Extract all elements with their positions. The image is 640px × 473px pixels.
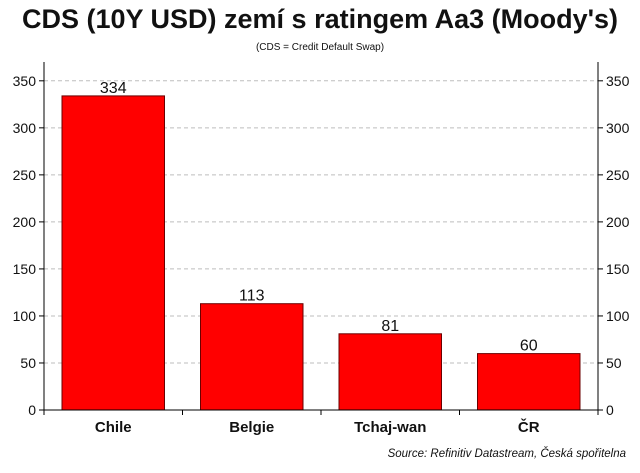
y-tick-label: 250 [13,167,37,183]
y-tick-label: 300 [13,120,37,136]
chart-title: CDS (10Y USD) zemí s ratingem Aa3 (Moody… [21,4,619,34]
data-label: 81 [381,318,399,335]
x-category-label: Tchaj-wan [354,419,426,436]
axes [43,62,599,415]
y-tick-label: 100 [13,308,37,324]
data-labels: 334 113 81 60 [100,80,538,355]
y-tick-label: 200 [13,214,37,230]
y-right-tick-label: 0 [606,402,614,418]
y-axis-right: 0 50 100 150 200 250 300 350 [598,73,630,418]
data-label: 60 [520,338,538,355]
bar-čr [477,353,581,411]
y-axis-left: 0 50 100 150 200 250 300 350 [13,73,44,418]
y-right-tick-label: 150 [606,261,630,277]
x-category-label: Belgie [229,419,274,436]
y-right-tick-label: 200 [606,214,630,230]
bars [61,95,581,411]
chart-subtitle: (CDS = Credit Default Swap) [255,42,385,53]
y-right-tick-label: 300 [606,120,630,136]
y-tick-label: 0 [28,402,36,418]
y-right-tick-label: 250 [606,167,630,183]
data-label: 334 [100,80,127,97]
y-right-tick-label: 100 [606,308,630,324]
bar-belgie [200,303,304,411]
data-label: 113 [239,288,265,305]
bar-tchaj-wan [338,333,442,411]
y-tick-label: 150 [13,261,37,277]
x-category-label: ČR [518,418,540,436]
y-tick-label: 350 [13,73,37,89]
y-tick-label: 50 [20,355,36,371]
source-note: Source: Refinitiv Datastream, Česká spoř… [387,448,626,460]
x-axis-categories: Chile Belgie Tchaj-wan ČR [95,418,540,436]
y-right-tick-label: 50 [606,355,622,371]
x-category-label: Chile [95,419,132,436]
y-right-tick-label: 350 [606,73,630,89]
bar-chile [61,95,165,411]
